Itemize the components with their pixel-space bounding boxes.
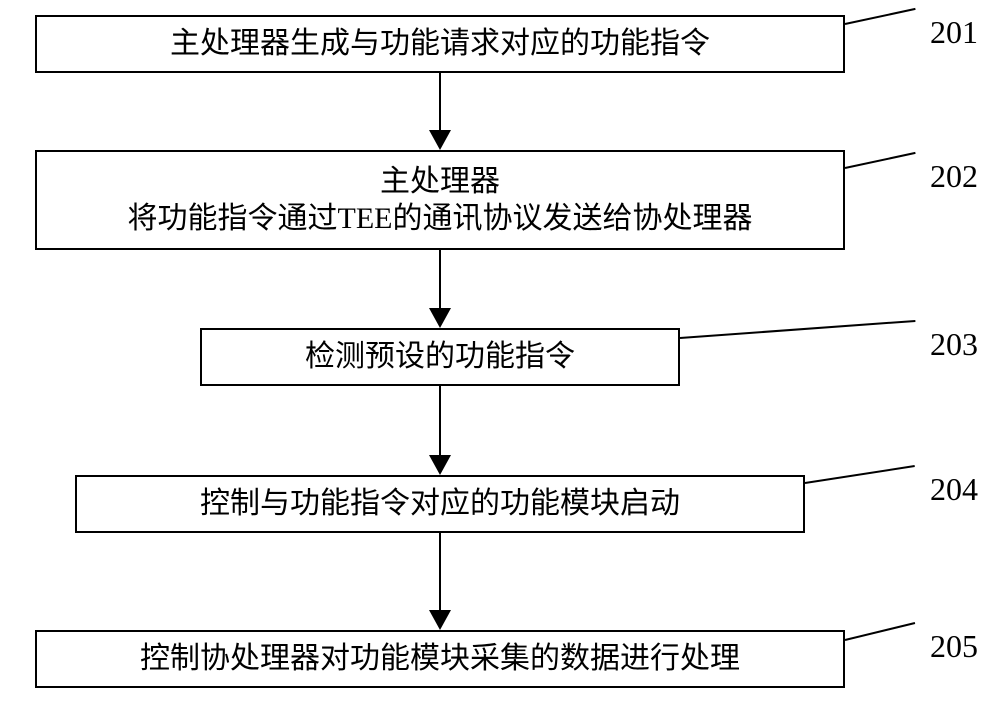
flow-node-2-line-2: 将功能指令通过TEE的通讯协议发送给协处理器 xyxy=(128,200,753,238)
flow-node-5: 控制协处理器对功能模块采集的数据进行处理 xyxy=(35,630,845,688)
flow-node-5-text: 控制协处理器对功能模块采集的数据进行处理 xyxy=(140,640,740,678)
arrow-2-line xyxy=(439,250,441,308)
arrow-2-head xyxy=(429,308,451,328)
label-202: 202 xyxy=(930,158,978,195)
label-201: 201 xyxy=(930,14,978,51)
arrow-4-line xyxy=(439,533,441,610)
flow-node-3: 检测预设的功能指令 xyxy=(200,328,680,386)
leader-201 xyxy=(845,8,915,25)
arrow-3-line xyxy=(439,386,441,455)
leader-202 xyxy=(845,152,915,169)
flow-node-1: 主处理器生成与功能请求对应的功能指令 xyxy=(35,15,845,73)
flow-node-2: 主处理器 将功能指令通过TEE的通讯协议发送给协处理器 xyxy=(35,150,845,250)
leader-204 xyxy=(805,465,915,484)
label-203: 203 xyxy=(930,326,978,363)
arrow-4-head xyxy=(429,610,451,630)
flow-node-3-text: 检测预设的功能指令 xyxy=(305,338,575,376)
arrow-1-line xyxy=(439,73,441,130)
arrow-3-head xyxy=(429,455,451,475)
leader-203 xyxy=(680,320,915,339)
flow-node-1-text: 主处理器生成与功能请求对应的功能指令 xyxy=(170,25,710,63)
flow-node-2-line-1: 主处理器 xyxy=(380,163,500,201)
flowchart-canvas: 主处理器生成与功能请求对应的功能指令 主处理器 将功能指令通过TEE的通讯协议发… xyxy=(0,0,1000,716)
flow-node-4: 控制与功能指令对应的功能模块启动 xyxy=(75,475,805,533)
label-205: 205 xyxy=(930,628,978,665)
flow-node-4-text: 控制与功能指令对应的功能模块启动 xyxy=(200,485,680,523)
label-204: 204 xyxy=(930,471,978,508)
leader-205 xyxy=(845,622,915,641)
arrow-1-head xyxy=(429,130,451,150)
